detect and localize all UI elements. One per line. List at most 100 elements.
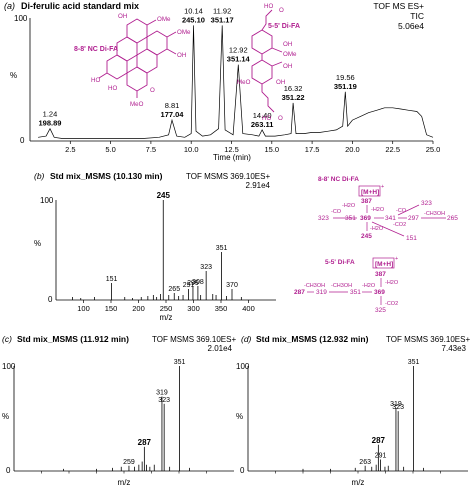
panel-b-title: Std mix_MSMS (10.130 min) (50, 171, 163, 181)
x-tick-label: 17.5 (305, 145, 320, 154)
peak-time-label: 14.40 (253, 111, 272, 120)
panel-a-peak-annotations: 1.24198.898.81177.0410.14245.1011.92351.… (39, 6, 357, 129)
scheme-1-node-387: 387 (361, 198, 372, 205)
x-tick-label: 12.5 (224, 145, 239, 154)
panel-c-mode: TOF MSMS 369.10ES+ (152, 335, 236, 344)
panel-a-trace: TIC (410, 11, 424, 21)
peak-time-label: 1.24 (43, 110, 58, 119)
panel-a-y-max-tick: 100 (14, 14, 28, 23)
peak-mz-label: 177.04 (161, 110, 185, 119)
scheme-1-node-351: 351 (345, 215, 356, 222)
scheme-2-title: 5-5' Di-FA (325, 259, 355, 266)
scheme-2-node-325: 325 (375, 307, 386, 314)
panel-b-y-max-tick: 100 (40, 196, 54, 205)
scheme-1-node-323b: 323 (421, 200, 432, 207)
ring-bottom (251, 59, 273, 85)
panel-d-title: Std mix_MSMS (12.932 min) (256, 334, 369, 344)
scheme-2-precursor-box (372, 257, 395, 269)
panel-c-ms-spectrum: (c) Std mix_MSMS (11.912 min) TOF MSMS 3… (2, 334, 236, 487)
peak-label: 287 (372, 436, 386, 445)
panel-a-intensity: 5.06e4 (398, 21, 424, 31)
panel-d-mode: TOF MSMS 369.10ES+ (386, 335, 470, 344)
x-tick-label: 20.0 (345, 145, 360, 154)
peak-time-label: 12.92 (229, 46, 248, 55)
loss-label: -CH3OH (304, 283, 325, 289)
peak-label: 319 (390, 401, 402, 408)
loss-label: -H2O (371, 207, 385, 213)
label-8-8-nc-di-fa: 8-8' NC Di-FA (74, 46, 118, 53)
peak-label: 308 (192, 279, 204, 286)
atom-label: OH (177, 52, 186, 59)
atom-label: HO (264, 3, 273, 10)
ring-5 (106, 54, 128, 80)
fragmentation-scheme-5-5: 5-5' Di-FA [M+H] + 387 -H2O 369 351 319 … (294, 256, 399, 314)
loss-label: -CO2 (393, 222, 406, 228)
loss-label: -H2O (370, 226, 384, 232)
panel-d-intensity: 7.43e3 (442, 344, 467, 353)
panel-a-x-label: Time (min) (213, 153, 251, 162)
panel-a-trace-plot (38, 25, 434, 139)
panel-c-x-ticks (41, 471, 207, 474)
panel-c-y-min-tick: 0 (6, 466, 11, 475)
scheme-2-precursor: [M+H] (375, 261, 393, 268)
loss-label: -H2O (385, 280, 399, 286)
scheme-1-node-297: 297 (408, 215, 419, 222)
panel-d-y-min-tick: 0 (240, 466, 245, 475)
loss-label: -H2O (362, 283, 376, 289)
x-tick-label: 15.0 (264, 145, 279, 154)
peak-label: 299 (187, 280, 199, 287)
atom-label: OH (276, 79, 285, 86)
atom-label: HO (262, 115, 271, 122)
peak-label: 351 (216, 245, 228, 252)
structure-8-8-nc-di-fa (98, 18, 177, 98)
peak-label: 265 (168, 286, 180, 293)
x-tick-label: 10.0 (184, 145, 199, 154)
scheme-1-node-323: 323 (318, 215, 329, 222)
scheme-1-node-341: 341 (385, 215, 396, 222)
atom-label: O (278, 115, 283, 122)
panel-a-tic-chromatogram: (a) Di-ferulic acid standard mix TOF MS … (4, 1, 440, 162)
x-tick-label: 200 (132, 304, 145, 313)
peak-mz-label: 351.19 (334, 82, 357, 91)
peak-mz-label: 198.89 (39, 119, 62, 128)
panel-a-title: Di-ferulic acid standard mix (21, 1, 139, 11)
scheme-2-charge: + (395, 256, 398, 262)
scheme-1-arrows (333, 204, 446, 237)
structure-5-5-labels: HO O OH OMe OH MeO OH HO O (237, 3, 297, 122)
x-tick-label: 100 (77, 304, 90, 313)
scheme-1-node-245: 245 (361, 233, 372, 240)
atom-label: OMe (283, 51, 297, 58)
panel-c-x-label: m/z (118, 478, 131, 487)
ring-1 (126, 18, 148, 44)
peak-time-label: 10.14 (184, 6, 203, 15)
bond-1 (146, 19, 157, 26)
tic-trace-line (38, 25, 434, 139)
peak-time-label: 11.92 (213, 6, 231, 15)
scheme-2-node-387: 387 (375, 271, 386, 278)
structure-8-8-labels: OMe OMe OH OH HO HO O MeO (91, 13, 191, 108)
peak-label: 259 (123, 459, 135, 466)
loss-label: -H2O (342, 203, 356, 209)
x-tick-label: 7.5 (146, 145, 156, 154)
panel-d-x-label: m/z (352, 478, 365, 487)
panel-d-x-ticks (275, 471, 441, 474)
atom-label: O (150, 87, 155, 94)
peak-mz-label: 351.17 (211, 15, 234, 24)
peak-label: 351 (174, 359, 186, 366)
ring-6 (126, 66, 148, 92)
atom-label: MeO (237, 79, 251, 86)
peak-label: 319 (156, 389, 168, 396)
peak-label: 245 (157, 191, 171, 200)
atom-label: HO (108, 85, 117, 92)
atom-label: OH (118, 13, 127, 20)
peak-time-label: 16.32 (284, 84, 303, 93)
panel-b-y-label: % (34, 239, 41, 248)
peak-label: 323 (200, 264, 212, 271)
peak-mz-label: 351.22 (282, 93, 305, 102)
peak-label: 287 (138, 438, 152, 447)
peak-label: 351 (408, 359, 420, 366)
